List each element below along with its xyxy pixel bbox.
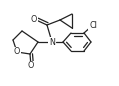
- Text: O: O: [31, 15, 37, 23]
- Text: N: N: [49, 37, 55, 47]
- Text: Cl: Cl: [89, 20, 97, 29]
- Text: O: O: [28, 61, 34, 71]
- Text: O: O: [14, 47, 20, 57]
